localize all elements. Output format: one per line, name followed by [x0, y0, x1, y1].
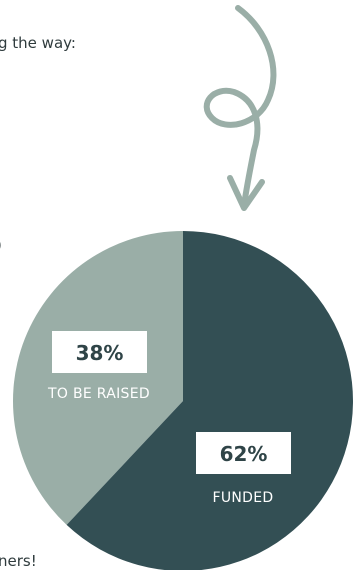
to-be-raised-percent-box — [52, 331, 147, 373]
closing-text-fragment: ners! — [0, 552, 37, 570]
funded-percent: 62% — [220, 442, 268, 466]
pie-slice-funded — [66, 231, 353, 570]
funded-percent-box — [196, 432, 291, 474]
side-text-fragment: ) — [0, 236, 2, 254]
to-be-raised-caption: TO BE RAISED — [47, 386, 150, 402]
funded-caption: FUNDED — [213, 490, 274, 506]
intro-text-fragment: g the way: — [0, 34, 76, 52]
to-be-raised-percent: 38% — [76, 341, 124, 365]
curly-down-arrow-icon — [203, 5, 277, 211]
pie-slice-to-be-raised — [12, 231, 184, 525]
